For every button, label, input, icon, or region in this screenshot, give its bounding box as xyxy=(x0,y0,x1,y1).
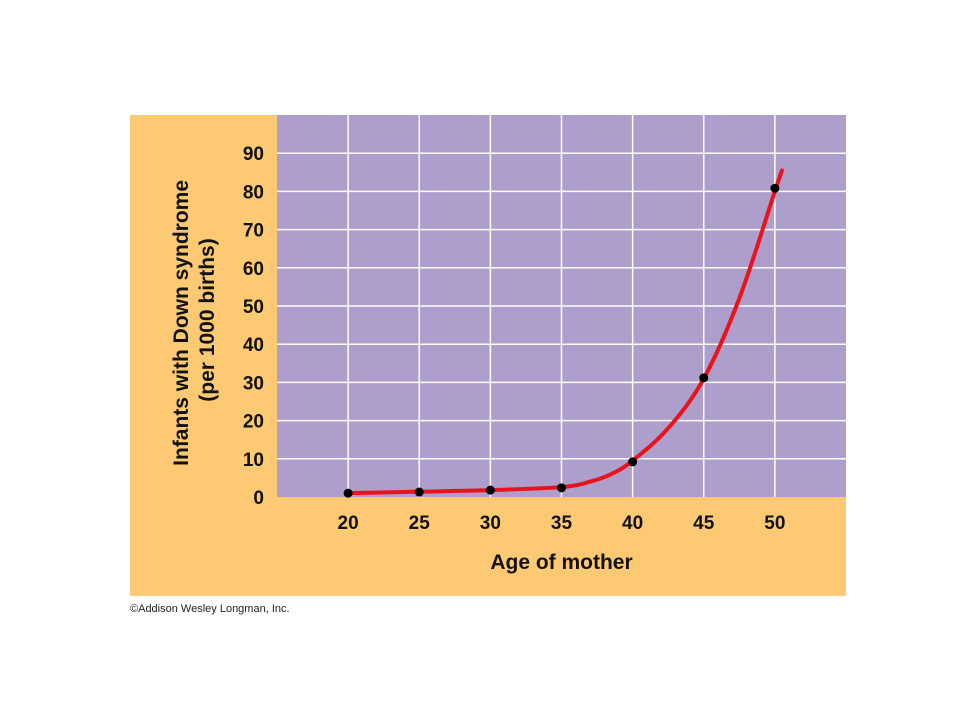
x-tick-label-35: 35 xyxy=(551,513,573,534)
y-tick-label-40: 40 xyxy=(243,335,264,356)
y-tick-label-30: 30 xyxy=(243,373,264,394)
y-tick-label-80: 80 xyxy=(243,182,264,203)
x-tick-label-25: 25 xyxy=(409,513,431,534)
data-point-35 xyxy=(557,483,566,493)
x-tick-label-50: 50 xyxy=(764,513,785,534)
y-axis-ticks: 0 10 20 30 40 50 60 70 80 90 xyxy=(243,144,264,509)
y-axis-title-line-1: Infants with Down syndrome xyxy=(170,180,193,466)
y-tick-label-60: 60 xyxy=(243,259,264,280)
x-tick-label-30: 30 xyxy=(480,513,501,534)
data-point-40 xyxy=(628,457,638,467)
data-point-25 xyxy=(414,487,424,497)
chart-figure: 0 10 20 30 40 50 60 70 80 90 20 25 30 35 40 45 50 Age o… xyxy=(130,115,846,596)
x-tick-label-45: 45 xyxy=(693,513,715,534)
x-tick-label-20: 20 xyxy=(338,513,359,534)
y-axis-title-line-2: (per 1000 births) xyxy=(196,238,219,401)
y-tick-label-90: 90 xyxy=(243,144,264,165)
data-point-50 xyxy=(770,183,780,193)
data-points xyxy=(343,183,780,498)
data-point-20 xyxy=(343,488,353,498)
x-axis-title: Age of mother xyxy=(490,551,632,574)
series-line xyxy=(346,168,784,496)
y-tick-label-70: 70 xyxy=(243,221,264,242)
y-tick-label-50: 50 xyxy=(243,297,264,318)
data-point-45 xyxy=(699,373,709,383)
grid-lines xyxy=(277,115,846,497)
y-tick-label-10: 10 xyxy=(243,450,264,471)
y-tick-label-20: 20 xyxy=(243,412,264,433)
chart: 0 10 20 30 40 50 60 70 80 90 20 25 30 35 40 45 50 Age o… xyxy=(130,115,846,596)
y-tick-label-0: 0 xyxy=(253,488,264,509)
x-axis-ticks: 20 25 30 35 40 45 50 xyxy=(338,513,786,534)
x-tick-label-40: 40 xyxy=(622,513,643,534)
copyright-credit: ©Addison Wesley Longman, Inc. xyxy=(130,603,290,615)
data-point-30 xyxy=(485,485,495,495)
y-axis-title: Infants with Down syndrome (per 1000 bir… xyxy=(170,174,219,466)
